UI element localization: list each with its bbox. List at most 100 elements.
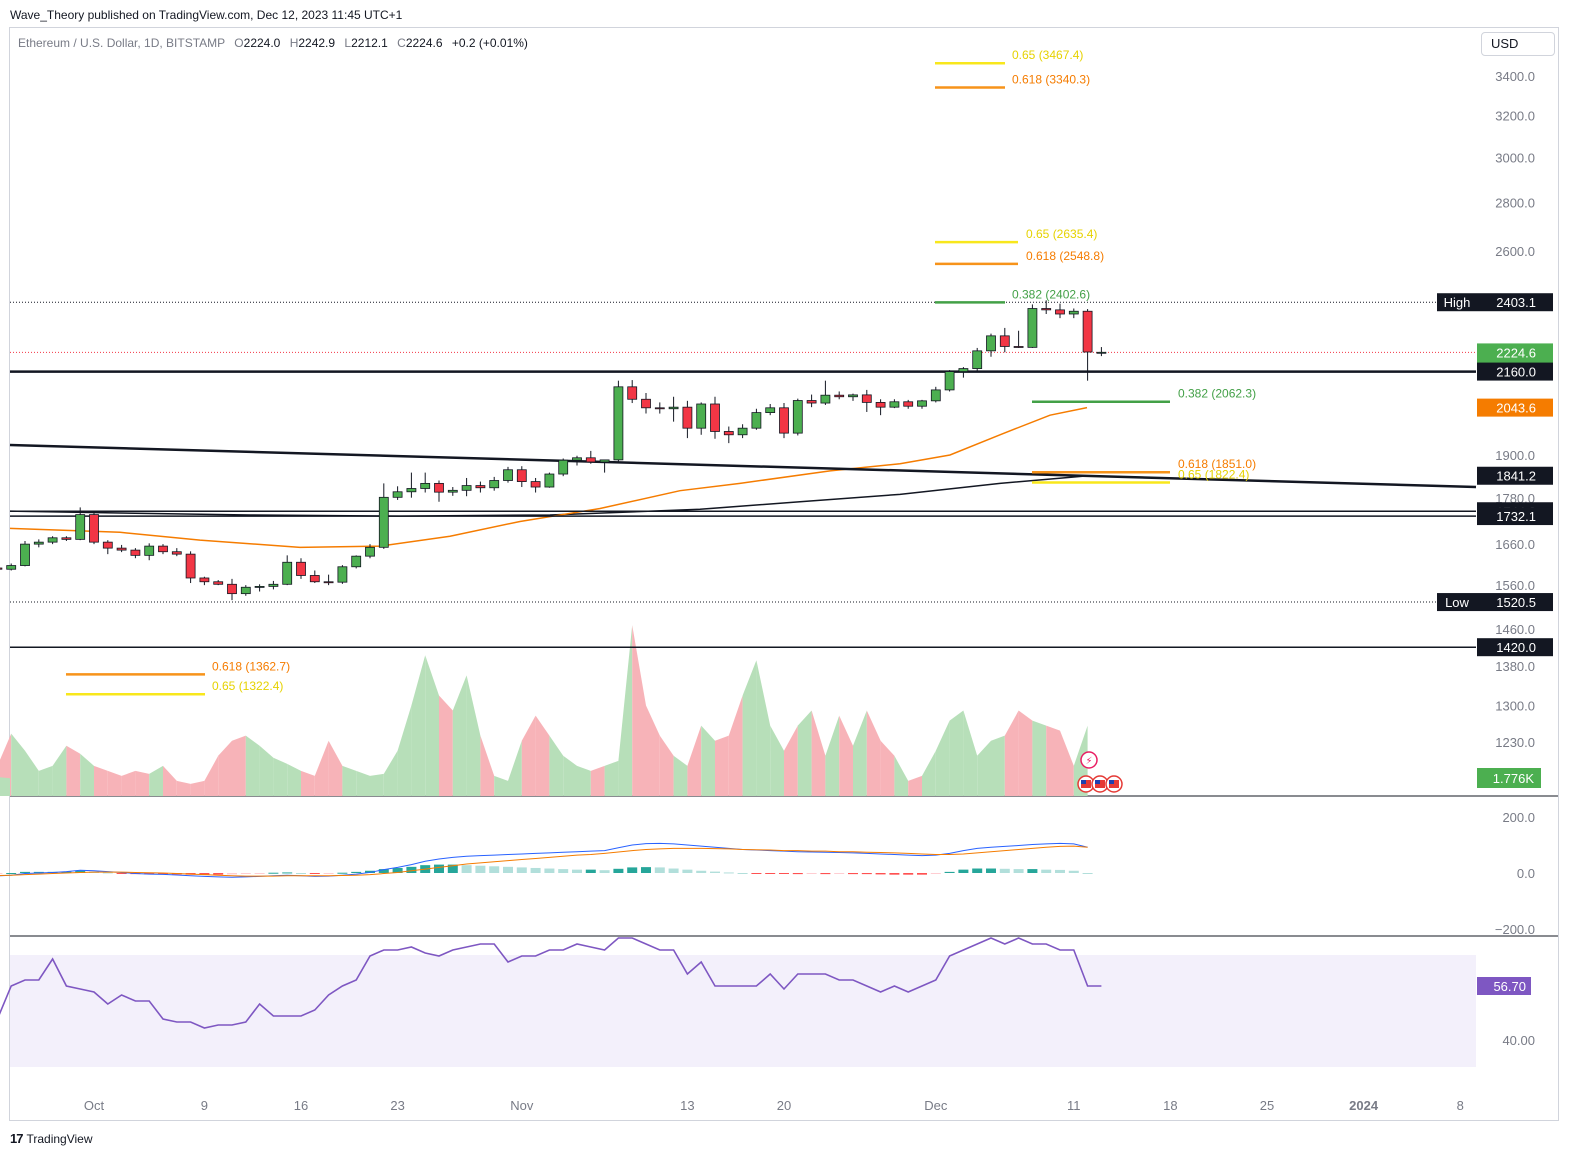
ohlc-change: +0.2 (+0.01%) <box>451 36 528 50</box>
macd-histogram-bar <box>861 873 872 875</box>
time-tick-label: 13 <box>680 1098 694 1113</box>
volume-segment <box>715 735 729 796</box>
volume-segment <box>991 735 1005 796</box>
rsi-tag-value: 56.70 <box>1493 979 1526 994</box>
macd-histogram-bar <box>889 873 900 875</box>
candle-body <box>89 514 99 543</box>
fib-level-label: 0.65 (1822.4) <box>1178 468 1249 482</box>
fib-level-label: 0.618 (1362.7) <box>212 659 290 673</box>
candle-body <box>613 386 624 461</box>
volume-segment <box>1046 725 1060 796</box>
trend-lines <box>9 443 1477 489</box>
rsi-pane: 40.00 56.70 <box>0 937 1535 1067</box>
volume-segment <box>797 710 812 796</box>
candle-body <box>1055 309 1065 315</box>
ohlc-close: 2224.6 <box>405 36 443 50</box>
publisher-line: Wave_Theory published on TradingView.com… <box>10 8 403 22</box>
macd-histogram-bar <box>61 871 72 873</box>
macd-histogram-bar <box>544 868 555 873</box>
time-tick-label: 11 <box>1067 1098 1081 1113</box>
candle-body <box>585 457 596 463</box>
volume-segment <box>356 770 370 796</box>
macd-histogram-bar <box>668 868 679 873</box>
price-tick-label: 1900.0 <box>1495 448 1535 463</box>
macd-histogram-bar <box>33 871 44 873</box>
footer-brand[interactable]: TradingView <box>26 1131 93 1146</box>
candle-body <box>1027 308 1038 348</box>
volume-segment <box>1018 710 1033 796</box>
macd-histogram-bar <box>986 868 996 873</box>
macd-histogram-bar <box>1068 870 1079 873</box>
volume-segment <box>66 745 81 796</box>
candle-body <box>420 482 431 489</box>
volume-segment <box>287 763 301 796</box>
time-tick-label: 23 <box>390 1098 404 1113</box>
candle-body <box>434 482 444 493</box>
event-lightning-icon <box>1080 751 1098 769</box>
volume-segment <box>301 770 315 796</box>
candle-body <box>158 545 168 553</box>
candle-body <box>144 545 155 556</box>
volume-segment <box>232 735 246 796</box>
volume-segment <box>342 765 357 796</box>
macd-histogram-bar <box>337 872 348 874</box>
volume-segment <box>190 780 205 796</box>
volume-segment <box>452 675 467 796</box>
volume-segment <box>383 750 398 796</box>
volume-segment <box>811 710 826 796</box>
volume-segment <box>218 740 232 796</box>
macd-histogram-bar <box>516 867 527 873</box>
candle-body <box>834 394 845 398</box>
macd-histogram-bar <box>1027 869 1038 873</box>
macd-histogram-bar <box>475 865 486 873</box>
price-tick-label: 3400.0 <box>1495 69 1535 84</box>
price-axis: 3400.03200.03000.02800.02600.01900.01780… <box>1495 69 1535 750</box>
candle-body <box>20 543 30 566</box>
volume-segment <box>1060 730 1074 796</box>
event-icons: ⚡ <box>1077 751 1123 793</box>
time-tick-label: Dec <box>924 1098 948 1113</box>
macd-histogram-bar <box>323 873 334 874</box>
macd-histogram-bar <box>641 867 651 873</box>
candle-body <box>917 400 927 407</box>
volume-segment <box>784 725 798 796</box>
candle-body <box>199 577 210 583</box>
price-tag <box>1477 293 1553 312</box>
price-tick-label: 1380.0 <box>1495 659 1535 674</box>
candle-body <box>185 553 196 579</box>
macd-histogram-bar <box>1082 873 1093 874</box>
candle-body <box>723 431 734 436</box>
candle-body <box>654 407 665 410</box>
volume-segment <box>908 775 922 796</box>
macd-histogram-bar <box>1041 869 1052 873</box>
volume-segment <box>508 740 522 796</box>
volume-segment <box>38 765 53 796</box>
macd-pane: 200.0 0.0 −200.0 <box>0 810 1535 937</box>
volume-segment <box>466 675 481 796</box>
volume-segment <box>0 777 10 796</box>
volume-segment <box>439 695 453 796</box>
volume-segment <box>535 715 550 796</box>
volume-segment <box>480 735 495 796</box>
price-tick-label: 1460.0 <box>1495 622 1535 637</box>
candle-body <box>489 480 500 489</box>
ohlc-close-label: C <box>397 36 406 50</box>
currency-button[interactable]: USD <box>1481 32 1555 56</box>
price-tag <box>1477 362 1553 381</box>
price-tag-value: 1732.1 <box>1496 509 1536 524</box>
symbol-name[interactable]: Ethereum / U.S. Dollar, 1D, BITSTAMP <box>18 36 225 50</box>
volume-segment <box>52 745 67 796</box>
macd-histogram-bar <box>75 870 86 873</box>
macd-histogram-bar <box>792 873 803 875</box>
volume-segment <box>259 745 274 796</box>
candle-body <box>558 459 569 475</box>
volume-segment <box>121 770 136 796</box>
macd-histogram-bar <box>461 865 472 873</box>
volume-segment <box>977 740 991 796</box>
macd-histogram-bar <box>723 872 734 874</box>
candle-body <box>792 400 803 434</box>
volume-segment <box>687 725 702 796</box>
candle-body <box>33 541 44 545</box>
candle-body <box>6 565 17 570</box>
